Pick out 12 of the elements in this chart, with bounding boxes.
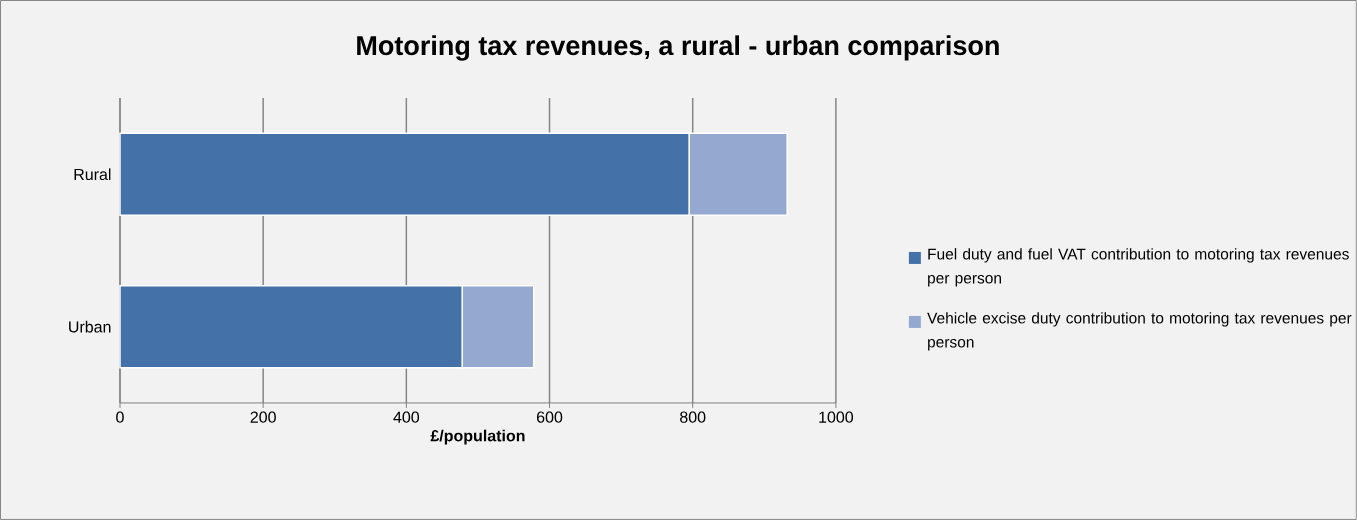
x-tick-label: 200 bbox=[250, 411, 276, 423]
y-tick-label: Urban bbox=[69, 320, 111, 333]
x-tick-label: 800 bbox=[680, 411, 706, 423]
x-tick-label: 400 bbox=[393, 411, 420, 423]
x-axis-title: £/population bbox=[430, 429, 525, 445]
legend-label: Vehicle excise duty contribution to motoring tax revenues per person bbox=[927, 312, 1352, 351]
legend-label: Fuel duty and fuel VAT contribution to motoring tax revenues per person bbox=[928, 248, 1349, 287]
x-tick-label: 1000 bbox=[819, 411, 854, 423]
x-tick-label: 0 bbox=[116, 411, 124, 423]
y-tick-label: Rural bbox=[74, 168, 111, 181]
chart-title: Motoring tax revenues, a rural - urban comparison bbox=[357, 35, 999, 61]
x-tick-label: 600 bbox=[536, 411, 563, 423]
